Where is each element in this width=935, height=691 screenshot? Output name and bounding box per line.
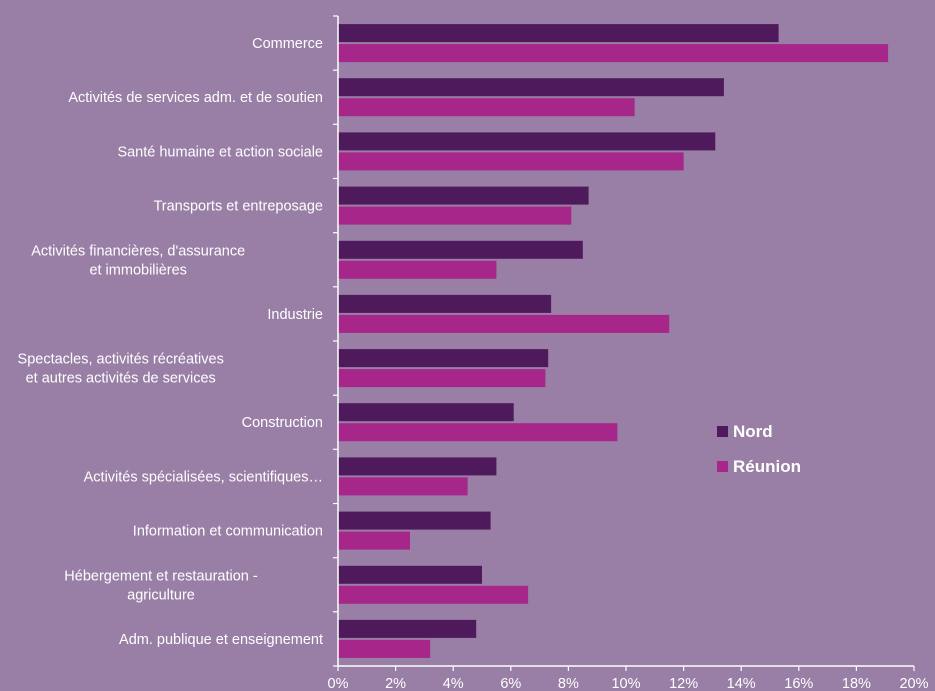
category-label-line: Commerce [252,36,323,52]
bar-nord-1 [338,78,724,97]
bar-nord-7 [338,403,514,422]
legend-swatch-nord [717,426,728,437]
category-label-line: Activités spécialisées, scientifiques… [84,469,323,485]
axes-layer [333,15,915,671]
x-tick-label-5: 10% [611,676,640,691]
bar-nord-5 [338,294,552,313]
bar-nord-0 [338,24,779,43]
category-label-line: Spectacles, activités récréatives [18,352,224,368]
bar-nord-4 [338,240,583,259]
x-tick-label-9: 18% [842,676,871,691]
legend-swatch-reunion [717,461,728,472]
x-tick-label-10: 20% [899,676,928,691]
x-tick-label-2: 4% [443,676,464,691]
bar-reunion-1 [338,98,635,117]
bar-reunion-8 [338,477,468,496]
category-label-9: Information et communication [133,524,323,540]
bar-reunion-2 [338,152,684,171]
bar-nord-3 [338,186,589,205]
category-label-4: Activités financières, d'assurance et imm… [31,243,245,278]
bar-nord-6 [338,349,549,368]
bar-reunion-11 [338,639,431,658]
category-label-line: Santé humaine et action sociale [117,144,323,160]
legend: Nord Réunion [717,422,801,476]
bar-reunion-10 [338,585,529,604]
category-label-line: Adm. publique et enseignement [119,632,323,648]
bar-nord-2 [338,132,716,151]
x-tick-label-8: 16% [784,676,813,691]
category-label-7: Construction [242,415,323,431]
category-label-11: Adm. publique et enseignement [119,632,323,648]
category-label-1: Activités de services adm. et de soutien [68,90,323,106]
category-label-line: Industrie [267,307,323,323]
bar-reunion-6 [338,369,546,388]
x-tick-label-7: 14% [727,676,756,691]
bar-nord-9 [338,511,491,530]
category-label-line: Activités de services adm. et de soutien [68,90,323,106]
category-label-line: Transports et entreposage [153,199,323,215]
x-tick-label-1: 2% [385,676,406,691]
category-label-line: Information et communication [133,524,323,540]
category-label-line: Hébergement et restauration - [64,568,258,584]
bar-reunion-3 [338,206,572,225]
x-tick-labels: 0% 2% 4% 6% 8% 10% 12% 14% 16% 18% 20% [328,676,929,691]
x-tick-label-6: 12% [669,676,698,691]
legend-label-reunion: Réunion [733,457,801,476]
bars-layer [338,24,889,658]
category-label-2: Santé humaine et action sociale [117,144,323,160]
category-label-line: et autres activités de services [26,371,216,387]
category-label-line: Activités financières, d'assurance [31,243,245,259]
bar-nord-11 [338,619,477,638]
bar-reunion-7 [338,423,618,442]
x-tick-label-3: 6% [500,676,521,691]
bar-reunion-4 [338,260,497,279]
legend-label-nord: Nord [733,422,773,441]
bar-nord-8 [338,457,497,476]
category-label-line: Construction [242,415,323,431]
category-label-8: Activités spécialisées, scientifiques… [84,469,323,485]
category-label-10: Hébergement et restauration - agriculture [64,568,258,603]
category-label-6: Spectacles, activités récréatives et autr… [18,352,224,387]
category-label-5: Industrie [267,307,323,323]
category-label-line: agriculture [127,587,195,603]
category-label-3: Transports et entreposage [153,199,323,215]
category-label-line: et immobilières [89,262,187,278]
category-labels: Commerce Activités de services adm. et de… [18,36,323,648]
bar-nord-10 [338,565,482,584]
bar-reunion-5 [338,314,670,333]
category-label-0: Commerce [252,36,323,52]
x-tick-label-4: 8% [558,676,579,691]
bar-reunion-9 [338,531,410,550]
bar-reunion-0 [338,44,889,63]
x-tick-label-0: 0% [328,676,349,691]
